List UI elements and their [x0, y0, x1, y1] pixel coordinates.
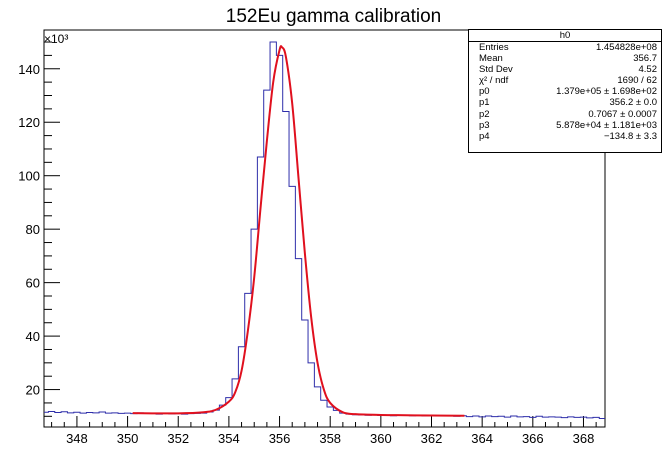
stats-row-label: p0	[479, 86, 490, 98]
stats-row: p4 −134.8 ± 3.3	[469, 131, 661, 142]
stats-row-value: 4.52	[638, 64, 658, 76]
stats-row-label: Mean	[479, 53, 503, 65]
y-tick-label: 120	[18, 115, 40, 130]
stats-row: p1 356.2 ± 0.0	[469, 97, 661, 108]
stats-row: p3 5.878e+04 ± 1.181e+03	[469, 120, 661, 131]
stats-row-label: p1	[479, 97, 490, 109]
stats-row-label: Entries	[479, 42, 509, 53]
y-tick-label: 80	[26, 222, 40, 237]
y-tick-label: 40	[26, 329, 40, 344]
stats-row-label: χ² / ndf	[479, 75, 509, 87]
stats-row-label: p3	[479, 119, 490, 131]
stats-row-value: 1690 / 62	[617, 75, 657, 87]
stats-row-value: 1.379e+05 ± 1.698e+02	[556, 86, 657, 98]
x-tick-label: 350	[117, 431, 139, 446]
stats-row: χ² / ndf 1690 / 62	[469, 75, 661, 86]
stats-row-label: p2	[479, 108, 490, 120]
x-tick-label: 362	[421, 431, 443, 446]
x-tick-label: 368	[573, 431, 595, 446]
stats-row: p2 0.7067 ± 0.0007	[469, 109, 661, 120]
x-tick-label: 366	[522, 431, 544, 446]
y-tick-label: 100	[18, 169, 40, 184]
x-tick-label: 358	[319, 431, 341, 446]
stats-row: p0 1.379e+05 ± 1.698e+02	[469, 86, 661, 97]
y-tick-label: 140	[18, 62, 40, 77]
stats-row: Entries 1.454828e+08	[469, 42, 661, 53]
x-tick-label: 356	[269, 431, 291, 446]
stats-box-title: h0	[469, 30, 661, 42]
chart-title: 152Eu gamma calibration	[225, 6, 442, 27]
stats-row-value: 356.7	[633, 53, 657, 65]
y-exponent-label: ×10³	[44, 32, 68, 46]
y-tick-label: 20	[26, 383, 40, 398]
stats-row-value: 0.7067 ± 0.0007	[588, 108, 657, 120]
stats-box: h0 Entries 1.454828e+08 Mean 356.7 Std Dev 4.…	[468, 29, 662, 153]
stats-row-label: Std Dev	[479, 64, 513, 76]
x-tick-label: 352	[167, 431, 189, 446]
x-tick-label: 354	[218, 431, 240, 446]
stats-row: Std Dev 4.52	[469, 64, 661, 75]
stats-row-label: p4	[479, 130, 490, 142]
stats-row-value: 5.878e+04 ± 1.181e+03	[556, 119, 657, 131]
stats-row-value: 1.454828e+08	[595, 42, 657, 53]
y-tick-label: 60	[26, 276, 40, 291]
plot-frame	[43, 29, 606, 428]
stats-row-value: −134.8 ± 3.3	[603, 130, 657, 142]
stats-row-value: 356.2 ± 0.0	[609, 97, 657, 109]
x-tick-label: 348	[66, 431, 88, 446]
stats-row: Mean 356.7	[469, 53, 661, 64]
x-tick-label: 360	[370, 431, 392, 446]
x-tick-label: 364	[471, 431, 493, 446]
fit-curve-series	[132, 45, 465, 417]
